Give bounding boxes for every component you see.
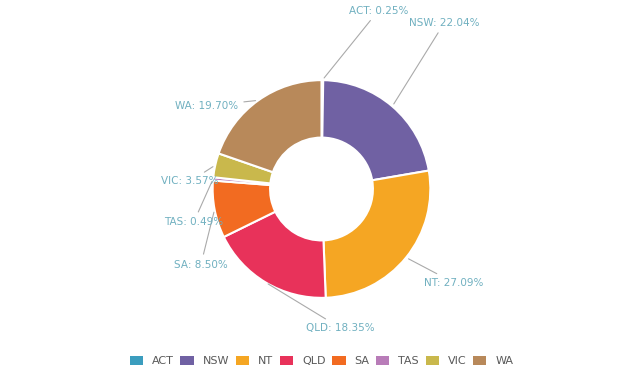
Wedge shape bbox=[213, 181, 275, 237]
Text: ACT: 0.25%: ACT: 0.25% bbox=[324, 6, 408, 78]
Wedge shape bbox=[219, 80, 322, 172]
Wedge shape bbox=[323, 170, 430, 298]
Wedge shape bbox=[213, 153, 273, 183]
Text: SA: 8.50%: SA: 8.50% bbox=[174, 212, 228, 270]
Text: NSW: 22.04%: NSW: 22.04% bbox=[394, 18, 480, 104]
Legend: ACT, NSW, NT, QLD, SA, TAS, VIC, WA: ACT, NSW, NT, QLD, SA, TAS, VIC, WA bbox=[127, 354, 516, 369]
Wedge shape bbox=[322, 80, 323, 138]
Text: TAS: 0.49%: TAS: 0.49% bbox=[164, 181, 223, 227]
Text: WA: 19.70%: WA: 19.70% bbox=[175, 101, 255, 111]
Text: QLD: 18.35%: QLD: 18.35% bbox=[268, 284, 375, 333]
Wedge shape bbox=[224, 212, 326, 298]
Text: NT: 27.09%: NT: 27.09% bbox=[408, 259, 484, 288]
Text: VIC: 3.57%: VIC: 3.57% bbox=[161, 167, 219, 186]
Wedge shape bbox=[213, 177, 271, 185]
Wedge shape bbox=[322, 80, 429, 180]
